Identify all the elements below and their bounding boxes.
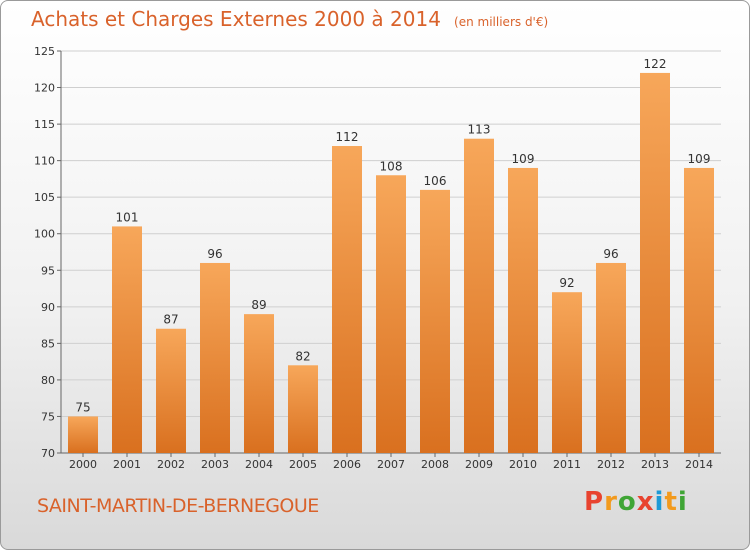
brand-letter: x <box>636 487 655 517</box>
x-tick-label: 2001 <box>113 458 141 471</box>
data-label: 113 <box>468 123 491 137</box>
bar <box>112 226 142 453</box>
data-label: 87 <box>163 313 178 327</box>
data-label: 89 <box>251 298 266 312</box>
brand-letter: r <box>604 487 618 517</box>
data-label: 108 <box>380 159 403 173</box>
brand-letter: o <box>617 487 637 517</box>
chart-title: Achats et Charges Externes 2000 à 2014 <box>31 7 441 31</box>
x-tick-label: 2013 <box>641 458 669 471</box>
y-tick-label: 95 <box>41 264 55 277</box>
data-label: 96 <box>207 247 222 261</box>
y-tick-label: 110 <box>34 155 55 168</box>
bar <box>596 262 626 453</box>
data-label: 92 <box>559 276 574 290</box>
y-tick-label: 125 <box>34 45 55 58</box>
data-label: 82 <box>295 349 310 363</box>
x-tick-label: 2014 <box>685 458 713 471</box>
bar <box>420 189 450 453</box>
chart-subtitle: (en milliers d'€) <box>454 15 549 29</box>
x-tick-label: 2011 <box>553 458 581 471</box>
bar <box>244 314 274 453</box>
x-tick-label: 2007 <box>377 458 405 471</box>
bar <box>684 167 714 454</box>
brand-letter: i <box>654 487 665 517</box>
x-tick-label: 2010 <box>509 458 537 471</box>
x-tick-label: 2006 <box>333 458 361 471</box>
data-label: 101 <box>116 210 139 224</box>
y-tick-label: 105 <box>34 191 55 204</box>
x-tick-label: 2003 <box>201 458 229 471</box>
x-tick-label: 2012 <box>597 458 625 471</box>
data-label: 106 <box>424 174 447 188</box>
data-label: 96 <box>603 247 618 261</box>
bar <box>156 328 186 453</box>
y-tick-label: 115 <box>34 118 55 131</box>
bar <box>288 365 318 453</box>
data-label: 75 <box>75 400 90 414</box>
bar <box>464 138 494 453</box>
y-tick-label: 100 <box>34 228 55 241</box>
y-tick-label: 90 <box>41 301 55 314</box>
y-tick-label: 80 <box>41 374 55 387</box>
y-tick-label: 120 <box>34 82 55 95</box>
x-tick-label: 2009 <box>465 458 493 471</box>
x-tick-label: 2002 <box>157 458 185 471</box>
y-tick-label: 75 <box>41 410 55 423</box>
bar <box>552 292 582 453</box>
bar <box>376 175 406 453</box>
proxiti-logo: Proxiti <box>584 487 688 517</box>
label-layer: 75 2000 101 2001 87 2002 96 2003 89 2004 82 2005 112… <box>69 57 713 471</box>
data-label: 112 <box>336 130 359 144</box>
x-tick-label: 2005 <box>289 458 317 471</box>
brand-letter: t <box>664 487 678 517</box>
y-tick-label: 85 <box>41 337 55 350</box>
x-tick-label: 2008 <box>421 458 449 471</box>
data-label: 109 <box>688 152 711 166</box>
bar <box>68 416 98 453</box>
brand-letter: i <box>677 487 688 517</box>
bar <box>200 262 230 453</box>
bar <box>640 72 670 453</box>
y-tick-label: 70 <box>41 447 55 460</box>
bar-layer <box>68 72 714 454</box>
x-tick-label: 2004 <box>245 458 273 471</box>
x-tick-label: 2000 <box>69 458 97 471</box>
bar <box>508 167 538 454</box>
bar <box>332 146 362 453</box>
commune-name: SAINT-MARTIN-DE-BERNEGOUE <box>37 495 319 517</box>
data-label: 109 <box>512 152 535 166</box>
title-row: Achats et Charges Externes 2000 à 2014 (… <box>31 7 548 31</box>
brand-letter: P <box>584 487 605 517</box>
data-label: 122 <box>644 57 667 71</box>
